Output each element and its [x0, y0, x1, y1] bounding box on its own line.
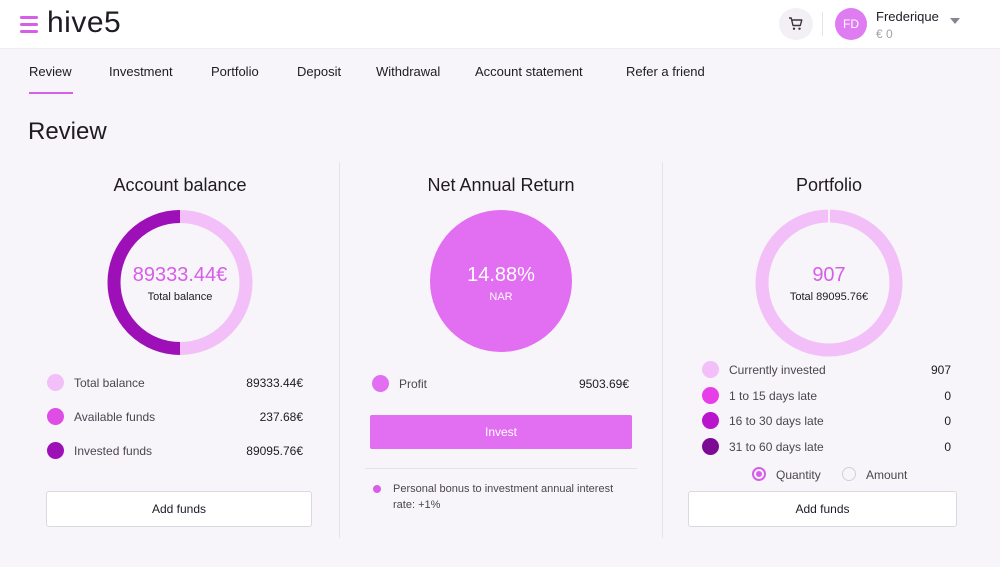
legend-item: Invested funds 89095.76€ [47, 442, 303, 460]
column-divider [339, 162, 340, 538]
currently-invested-dot-icon [702, 361, 719, 378]
total-balance-dot-icon [47, 374, 64, 391]
user-balance: € 0 [876, 27, 893, 41]
add-funds-button[interactable]: Add funds [46, 491, 312, 527]
nar-value: 14.88% [467, 264, 535, 286]
profit-dot-icon [372, 375, 389, 392]
legend-value: 0 [944, 440, 951, 454]
legend-label: Total balance [74, 376, 145, 390]
legend-label: 16 to 30 days late [729, 414, 824, 428]
legend-label: Invested funds [74, 444, 153, 458]
section-divider [365, 468, 637, 469]
bonus-note: Personal bonus to investment annual inte… [393, 483, 614, 511]
avatar[interactable]: FD [835, 8, 867, 40]
legend-value: 0 [944, 414, 951, 428]
account-balance-donut [107, 210, 253, 355]
cart-icon [789, 17, 803, 30]
available-funds-dot-icon [47, 408, 64, 425]
app-logo[interactable]: hive5 [47, 6, 122, 39]
nar-label: NAR [489, 291, 513, 303]
nav-review[interactable]: Review [29, 64, 72, 79]
legend-label: Currently invested [729, 363, 826, 377]
user-name[interactable]: Frederique [876, 9, 939, 24]
column-divider [662, 162, 663, 538]
nar-title: Net Annual Return [427, 175, 575, 195]
portfolio-count: 907 [812, 264, 846, 286]
cart-button[interactable] [779, 8, 813, 40]
legend-label: 1 to 15 days late [729, 389, 818, 403]
late-31-60-dot-icon [702, 438, 719, 455]
invested-funds-dot-icon [47, 442, 64, 459]
bullet-icon [373, 485, 381, 493]
chevron-down-icon[interactable] [950, 18, 960, 24]
legend-item: Total balance 89333.44€ [47, 374, 303, 392]
legend-item: Profit 9503.69€ [372, 375, 629, 393]
legend-item: 1 to 15 days late 0 [702, 387, 951, 405]
legend-value: 89333.44€ [246, 376, 303, 390]
legend-value: 89095.76€ [246, 444, 303, 458]
amount-radio-label[interactable]: Amount [866, 468, 908, 482]
nav-portfolio[interactable]: Portfolio [211, 64, 259, 79]
nav-investment[interactable]: Investment [109, 64, 173, 79]
nar-center: 14.88% NAR [431, 264, 571, 303]
header-divider [822, 12, 823, 36]
legend-label: Profit [399, 377, 428, 391]
legend-value: 0 [944, 389, 951, 403]
portfolio-donut [755, 209, 903, 357]
legend-value: 237.68€ [259, 410, 303, 424]
hamburger-menu-icon[interactable] [20, 16, 38, 33]
main-nav: Review Investment Portfolio Deposit With… [0, 48, 1000, 94]
late-16-30-dot-icon [702, 412, 719, 429]
portfolio-center: 907 Total 89095.76€ [759, 264, 899, 303]
legend-item: 31 to 60 days late 0 [702, 438, 951, 456]
portfolio-add-funds-button[interactable]: Add funds [688, 491, 957, 527]
top-bar: hive5 FD Frederique € 0 [0, 0, 1000, 48]
legend-value: 9503.69€ [578, 377, 629, 391]
nav-withdrawal[interactable]: Withdrawal [376, 64, 441, 79]
total-balance-value: 89333.44€ [132, 264, 228, 286]
legend-label: 31 to 60 days late [729, 440, 824, 454]
quantity-radio-label[interactable]: Quantity [776, 468, 821, 482]
portfolio-title: Portfolio [795, 175, 863, 195]
page-title: Review [28, 118, 107, 145]
legend-label: Available funds [74, 410, 156, 424]
nav-account-statement[interactable]: Account statement [475, 64, 583, 79]
legend-item: 16 to 30 days late 0 [702, 412, 951, 430]
legend-value: 907 [930, 363, 951, 377]
legend-item: Available funds 237.68€ [47, 408, 303, 426]
legend-item: Currently invested 907 [702, 361, 951, 379]
account-balance-center: 89333.44€ Total balance [110, 264, 250, 303]
invest-button[interactable]: Invest [370, 415, 632, 449]
total-balance-label: Total balance [147, 291, 213, 303]
quantity-radio[interactable] [752, 467, 766, 481]
nav-refer-a-friend[interactable]: Refer a friend [626, 64, 705, 79]
active-tab-indicator [29, 92, 73, 94]
account-balance-title: Account balance [113, 175, 247, 195]
late-1-15-dot-icon [702, 387, 719, 404]
amount-radio[interactable] [842, 467, 856, 481]
portfolio-total: Total 89095.76€ [789, 291, 869, 303]
nav-deposit[interactable]: Deposit [297, 64, 342, 79]
nar-circle [430, 210, 572, 352]
